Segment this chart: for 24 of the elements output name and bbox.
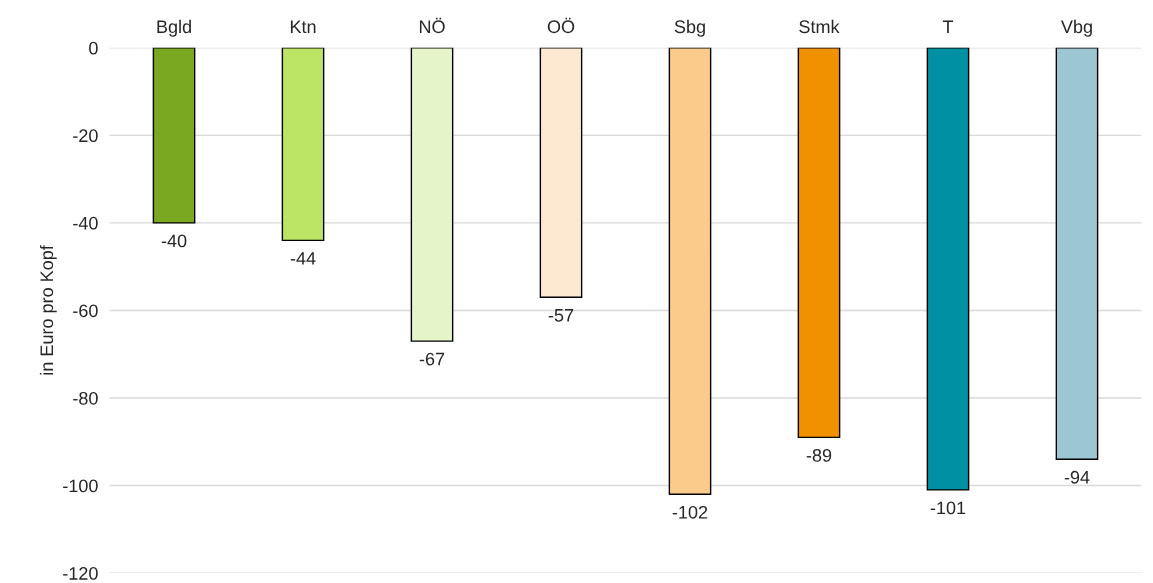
x-tick-label: Vbg [1060, 19, 1092, 37]
y-tick-label: 0 [89, 41, 98, 55]
y-tick-label: -80 [73, 391, 98, 405]
data-label: -102 [672, 505, 708, 519]
data-label: -40 [161, 234, 187, 248]
data-label: -101 [930, 501, 966, 515]
y-tick-label: -40 [73, 216, 98, 230]
y-tick-label: -100 [63, 479, 98, 493]
x-tick-label: OÖ [547, 17, 575, 34]
x-tick-label: Stmk [799, 19, 840, 34]
y-axis-title: in Euro pro Kopf [39, 245, 57, 375]
x-tick-label: Ktn [290, 20, 316, 34]
y-tick-label: -60 [73, 304, 98, 318]
data-label: -94 [1064, 470, 1090, 484]
data-label: -89 [806, 448, 832, 462]
x-tick-label: NÖ [419, 17, 445, 34]
x-tick-label: Bgld [157, 19, 191, 37]
y-tick-label: -120 [63, 567, 98, 580]
y-tick-label: -20 [73, 129, 98, 143]
data-label: -67 [419, 352, 445, 366]
x-tick-label: Sbg [674, 19, 705, 37]
data-label: -44 [290, 252, 316, 265]
x-tick-label: T [942, 20, 954, 33]
data-label: -57 [548, 309, 574, 322]
